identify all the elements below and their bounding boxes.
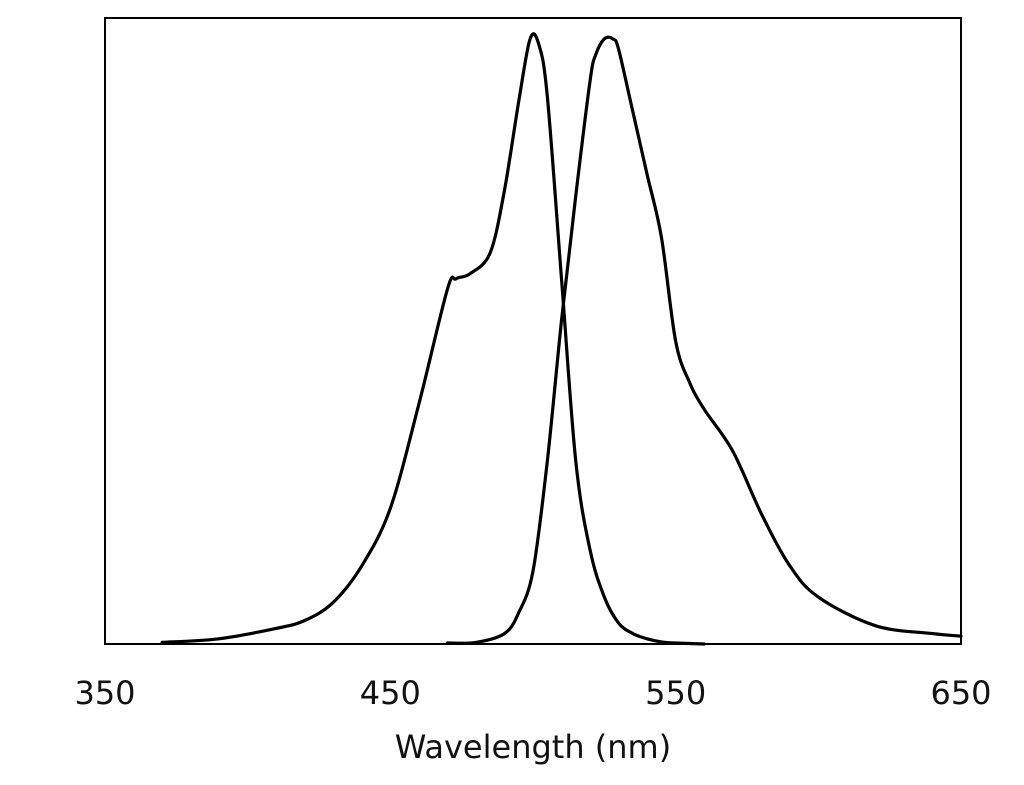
series-line-1 — [160, 32, 706, 646]
x-tick-label: 650 — [930, 674, 991, 712]
x-tick-labels: 350 450 550 650 — [74, 674, 991, 712]
x-axis-label: Wavelength (nm) — [395, 728, 671, 766]
series-group — [160, 32, 963, 646]
plot-frame — [104, 17, 962, 645]
x-tick-label: 350 — [74, 674, 135, 712]
x-tick-label: 450 — [360, 674, 421, 712]
series-line-2 — [445, 35, 963, 645]
x-tick-label: 550 — [645, 674, 706, 712]
